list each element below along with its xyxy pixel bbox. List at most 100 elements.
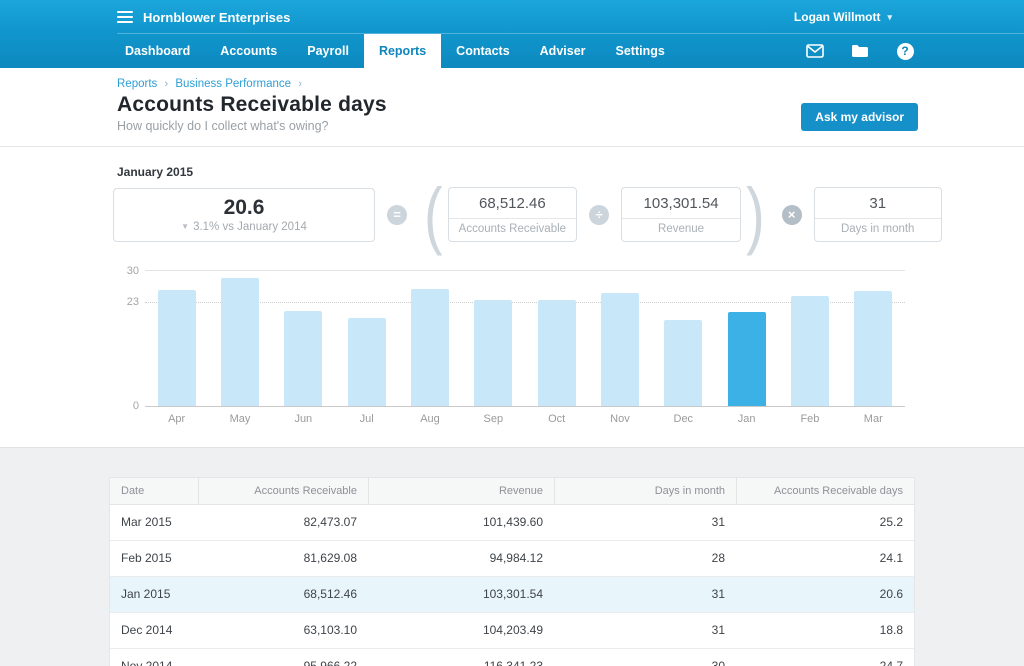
- accounts-receivable-value: 68,512.46: [478, 195, 546, 212]
- bar-column-mar: [842, 291, 905, 406]
- table-cell: 68,512.46: [303, 587, 357, 601]
- table-row-jan-2015[interactable]: Jan 2015 68,512.46 103,301.54 31 20.6: [110, 577, 914, 613]
- table-row-mar-2015[interactable]: Mar 2015 82,473.07 101,439.60 31 25.2: [110, 505, 914, 541]
- table-cell: 104,203.49: [482, 623, 543, 637]
- table-cell: 103,301.54: [482, 587, 543, 601]
- nav-tab-reports[interactable]: Reports: [363, 34, 442, 68]
- bar-mar[interactable]: [854, 291, 893, 406]
- table-cell: 18.8: [879, 623, 903, 637]
- x-axis-label-dec: Dec: [673, 413, 694, 425]
- table-cell: 31: [711, 623, 725, 637]
- company-name[interactable]: Hornblower Enterprises: [143, 9, 291, 25]
- column-header-date: Date: [121, 485, 145, 497]
- bar-column-may: [208, 278, 271, 406]
- table-cell: 20.6: [879, 587, 903, 601]
- column-header-days-in-month: Days in month: [554, 478, 736, 504]
- bar-chart: 30 23 0: [127, 265, 905, 412]
- bar-column-nov: [588, 293, 651, 406]
- bar-aug[interactable]: [410, 289, 449, 406]
- x-axis-label-aug: Aug: [420, 413, 440, 425]
- ask-advisor-button[interactable]: Ask my advisor: [801, 103, 918, 131]
- bar-column-sep: [462, 300, 525, 406]
- y-axis-tick-0: 0: [132, 400, 139, 412]
- user-name: Logan Willmott: [793, 10, 881, 24]
- table-row-nov-2014[interactable]: Nov 2014 95,966.22 116,341.23 30 24.7: [110, 649, 914, 666]
- bar-column-apr: [145, 290, 208, 406]
- breadcrumb-separator: ›: [164, 78, 169, 90]
- result-value: 20.6: [223, 195, 265, 219]
- x-axis-label-nov: Nov: [610, 413, 630, 425]
- days-in-month-value: 31: [869, 195, 887, 212]
- table-cell: 95,966.22: [303, 659, 357, 666]
- bar-nov[interactable]: [600, 293, 639, 406]
- table-cell: 101,439.60: [482, 515, 543, 529]
- table-row-dec-2014[interactable]: Dec 2014 63,103.10 104,203.49 31 18.8: [110, 613, 914, 649]
- period-label: January 2015: [117, 165, 194, 179]
- main-nav: Dashboard Accounts Payroll Reports Contacts A…: [0, 34, 1024, 68]
- x-axis-label-jan: Jan: [737, 413, 756, 425]
- revenue-box: 103,301.54 Revenue: [621, 187, 742, 242]
- bar-dec[interactable]: [664, 320, 703, 406]
- bar-jul[interactable]: [347, 318, 386, 406]
- table-cell: 82,473.07: [303, 515, 357, 529]
- table-body: Mar 2015 82,473.07 101,439.60 31 25.2 Feb 201…: [110, 505, 914, 666]
- folder-icon[interactable]: [851, 42, 869, 60]
- bar-column-jul: [335, 318, 398, 406]
- bar-may[interactable]: [220, 278, 259, 406]
- table-cell: 24.7: [879, 659, 903, 666]
- nav-tab-contacts[interactable]: Contacts: [456, 44, 510, 58]
- hamburger-menu-icon[interactable]: [117, 11, 133, 23]
- table-cell: 31: [711, 587, 725, 601]
- nav-tab-settings[interactable]: Settings: [615, 44, 665, 58]
- bar-jun[interactable]: [284, 311, 323, 406]
- bar-feb[interactable]: [790, 296, 829, 406]
- help-icon[interactable]: ?: [896, 42, 914, 60]
- accounts-receivable-label: Accounts Receivable: [448, 218, 577, 241]
- chevron-down-icon: ▾: [887, 11, 892, 22]
- breadcrumb: Reports › Business Performance ›: [117, 78, 907, 90]
- close-paren: ): [746, 172, 765, 256]
- table-cell: Dec 2014: [121, 623, 173, 637]
- divide-icon: ÷: [589, 204, 610, 225]
- breadcrumb-link-reports[interactable]: Reports: [117, 78, 158, 90]
- table-cell: Mar 2015: [121, 515, 172, 529]
- table-cell: 63,103.10: [303, 623, 357, 637]
- bar-jan[interactable]: [727, 312, 766, 406]
- top-bar: Hornblower Enterprises Logan Willmott ▾: [0, 0, 1024, 34]
- bar-column-feb: [778, 296, 841, 406]
- x-axis-label-sep: Sep: [483, 413, 504, 425]
- x-axis-label-feb: Feb: [800, 413, 820, 425]
- table-cell: 24.1: [879, 551, 903, 565]
- breadcrumb-link-business-performance[interactable]: Business Performance: [175, 78, 292, 90]
- bar-oct[interactable]: [537, 300, 576, 406]
- table-section: Date Accounts Receivable Revenue Days in mo…: [0, 447, 1024, 666]
- formula-row: 20.6 ▼ 3.1% vs January 2014 = ( 68,512.46…: [113, 172, 1024, 256]
- table-row-feb-2015[interactable]: Feb 2015 81,629.08 94,984.12 28 24.1: [110, 541, 914, 577]
- nav-icon-group: ?: [806, 34, 914, 68]
- page-subtitle: How quickly do I collect what's owing?: [117, 119, 329, 133]
- result-box: 20.6 ▼ 3.1% vs January 2014: [113, 187, 375, 242]
- table-cell: 30: [711, 659, 725, 666]
- table-cell: Feb 2015: [121, 551, 172, 565]
- y-axis-tick-23: 23: [126, 296, 139, 308]
- user-menu[interactable]: Logan Willmott ▾: [794, 10, 892, 24]
- table-cell: 81,629.08: [303, 551, 357, 565]
- table-cell: 116,341.23: [483, 659, 543, 666]
- gridline-23: [145, 302, 905, 303]
- nav-tab-dashboard[interactable]: Dashboard: [125, 44, 191, 58]
- bar-apr[interactable]: [157, 290, 196, 406]
- accounts-receivable-box: 68,512.46 Accounts Receivable: [447, 187, 578, 242]
- summary-section: January 2015 20.6 ▼ 3.1% vs January 2014 …: [0, 147, 1024, 256]
- revenue-value: 103,301.54: [643, 195, 719, 212]
- table-header-row: Date Accounts Receivable Revenue Days in mo…: [110, 478, 914, 505]
- nav-tab-payroll[interactable]: Payroll: [307, 44, 349, 58]
- bar-sep[interactable]: [474, 300, 513, 406]
- mail-icon[interactable]: [806, 42, 824, 60]
- revenue-label: Revenue: [622, 218, 741, 241]
- table-cell: Jan 2015: [121, 587, 171, 601]
- nav-tab-adviser[interactable]: Adviser: [539, 44, 586, 58]
- days-in-month-box: 31 Days in month: [813, 187, 942, 242]
- chart-bars: [145, 271, 905, 406]
- table-cell: 28: [711, 551, 725, 565]
- nav-tab-accounts[interactable]: Accounts: [220, 44, 278, 58]
